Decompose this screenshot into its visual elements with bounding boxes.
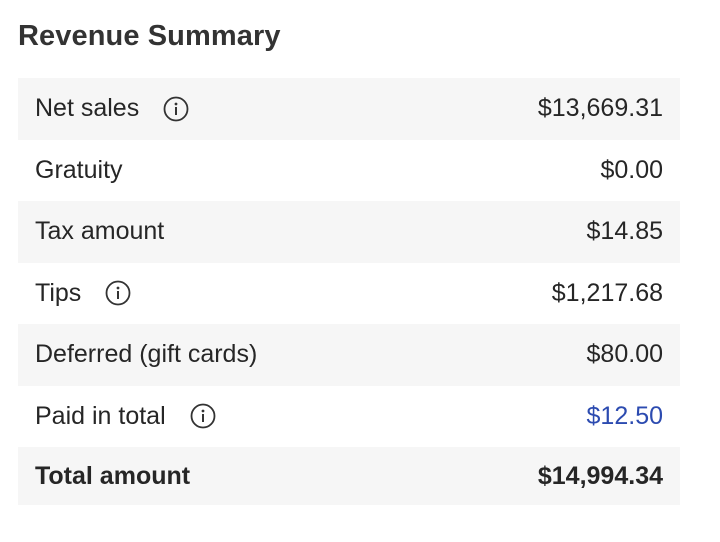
row-label-group: Gratuity [35, 156, 123, 185]
net-sales-value: $13,669.31 [537, 94, 663, 123]
paid-in-total-link[interactable]: $12.50 [586, 401, 663, 430]
row-tax-amount: Tax amount $14.85 [18, 201, 680, 263]
row-total-amount: Total amount $14,994.34 [18, 447, 680, 505]
row-tips: Tips $1,217.68 [18, 262, 680, 324]
tips-value: $1,217.68 [551, 278, 663, 307]
row-label-group: Net sales [35, 94, 189, 123]
row-gratuity: Gratuity $0.00 [18, 139, 680, 201]
gratuity-label: Gratuity [35, 155, 123, 184]
info-icon[interactable] [163, 96, 189, 122]
total-amount-label: Total amount [35, 461, 191, 490]
revenue-summary-table: Net sales $13,669.31 Gratuity $0.00 Tax … [18, 78, 680, 505]
row-label-group: Paid in total [35, 402, 216, 431]
gratuity-value: $0.00 [600, 155, 663, 184]
tax-amount-label: Tax amount [35, 217, 165, 246]
deferred-gift-cards-label: Deferred (gift cards) [35, 340, 258, 369]
row-label-group: Deferred (gift cards) [35, 340, 257, 369]
net-sales-label: Net sales [35, 94, 140, 123]
tips-label: Tips [35, 278, 82, 307]
info-icon[interactable] [190, 403, 216, 429]
row-label-group: Tips [35, 279, 131, 308]
paid-in-total-label: Paid in total [35, 401, 166, 430]
row-label-group: Total amount [35, 462, 190, 491]
row-label-group: Tax amount [35, 217, 164, 246]
row-net-sales: Net sales $13,669.31 [18, 78, 680, 140]
page-title: Revenue Summary [18, 20, 281, 52]
tax-amount-value: $14.85 [586, 217, 663, 246]
row-deferred-gift-cards: Deferred (gift cards) $80.00 [18, 324, 680, 386]
info-icon[interactable] [105, 280, 131, 306]
row-paid-in-total: Paid in total $12.50 [18, 385, 680, 447]
total-amount-value: $14,994.34 [537, 461, 663, 490]
deferred-gift-cards-value: $80.00 [586, 340, 663, 369]
